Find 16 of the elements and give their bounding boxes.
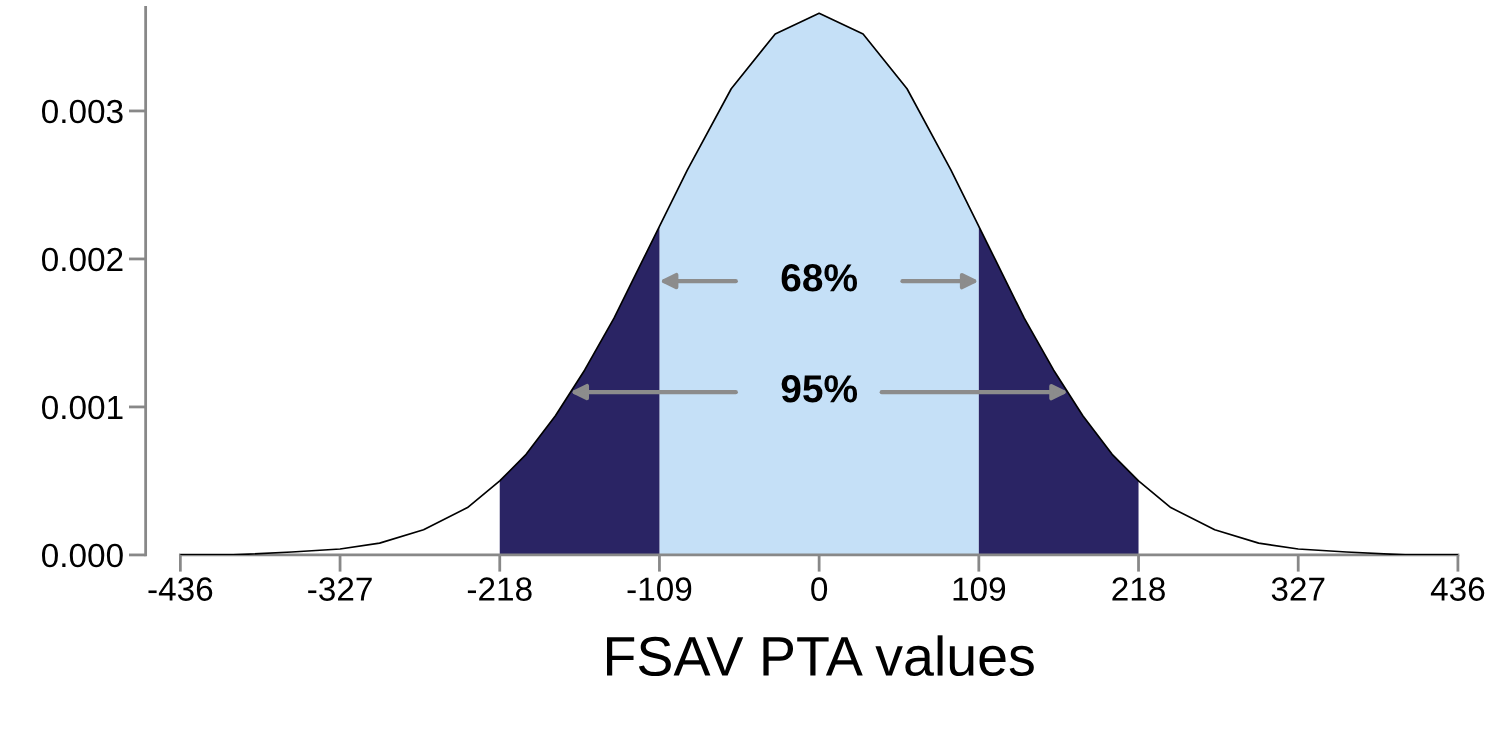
x-tick-label: -109 xyxy=(627,577,692,601)
x-tick-label: -436 xyxy=(148,577,213,601)
x-tick-label: 109 xyxy=(953,577,1006,601)
y-tick-label: 0.000 xyxy=(42,543,123,568)
x-tick-label: 0 xyxy=(811,577,828,601)
x-tick-label: 436 xyxy=(1430,577,1485,601)
x-axis-title: FSAV PTA values xyxy=(607,635,1034,677)
annotation: 68% xyxy=(781,264,858,292)
x-tick-label: -327 xyxy=(308,577,372,601)
y-tick-label: 0.001 xyxy=(42,395,123,420)
y-tick-label: 0.003 xyxy=(42,99,123,124)
x-tick-label: 327 xyxy=(1271,577,1325,601)
x-tick-label: 218 xyxy=(1112,577,1165,601)
y-tick-label: 0.002 xyxy=(42,247,123,272)
x-tick-label: -218 xyxy=(467,577,532,601)
annotation: 95% xyxy=(781,375,858,403)
